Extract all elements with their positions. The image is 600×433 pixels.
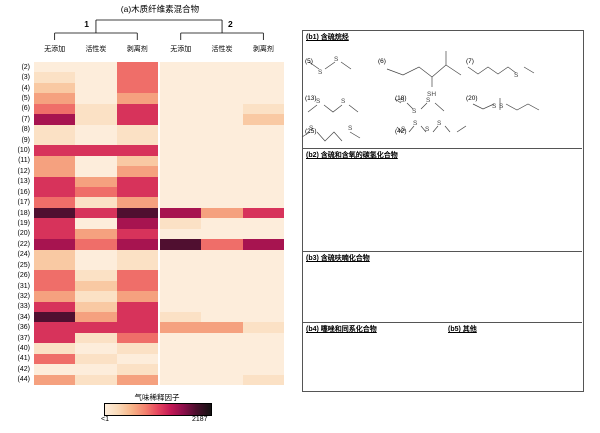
svg-text:S: S bbox=[316, 98, 321, 105]
svg-text:S: S bbox=[426, 97, 431, 104]
svg-text:S: S bbox=[412, 108, 417, 115]
svg-text:S: S bbox=[499, 103, 504, 110]
svg-text:S: S bbox=[425, 126, 430, 133]
svg-text:S: S bbox=[514, 72, 519, 79]
svg-text:S: S bbox=[348, 125, 353, 132]
svg-text:S: S bbox=[413, 120, 418, 127]
svg-text:S: S bbox=[334, 56, 339, 63]
svg-text:S: S bbox=[492, 103, 497, 110]
svg-text:S: S bbox=[437, 120, 442, 127]
svg-text:S: S bbox=[341, 98, 346, 105]
svg-text:S: S bbox=[318, 69, 323, 76]
